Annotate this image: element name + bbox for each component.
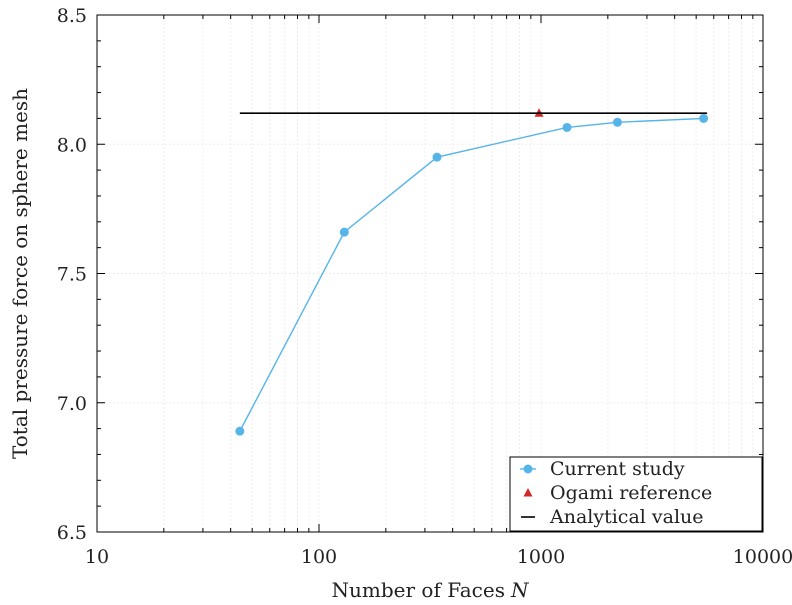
y-tick-label: 6.5: [57, 522, 87, 544]
series-point-0: [612, 117, 622, 127]
series-line-0: [239, 117, 704, 432]
x-tick-label: 1000: [517, 546, 565, 568]
legend-entry-label: Analytical value: [549, 506, 704, 528]
legend-entry-label: Ogami reference: [550, 482, 712, 504]
x-tick-label: 100: [301, 546, 337, 568]
x-tick-label: 10: [85, 546, 109, 568]
series-point-0: [432, 152, 442, 162]
y-tick-label: 7.5: [57, 264, 87, 286]
y-axis-label: Total pressure force on sphere mesh: [8, 88, 32, 459]
x-tick-label: 10000: [733, 546, 792, 568]
grid-layer: [96, 14, 764, 533]
x-axis-label-var: N: [510, 578, 530, 602]
y-tick-label: 7.0: [57, 393, 87, 415]
y-tick-label: 8.0: [57, 134, 87, 156]
series-point-0: [339, 227, 349, 237]
series-point-0: [562, 122, 572, 132]
legend-swatch-marker: [523, 488, 533, 497]
legend-swatch-marker: [523, 464, 533, 474]
y-tick-label: 8.5: [57, 5, 87, 27]
legend-entry-label: Current study: [550, 458, 685, 480]
series-point-0: [235, 426, 245, 436]
series-layer: [235, 108, 709, 436]
legend-box: [509, 456, 763, 532]
series-point-0: [699, 113, 709, 123]
tick-layer: 10 100 1000 10000 6.5 7.0 7.5 8.0 8.5: [57, 5, 792, 568]
x-axis-label: Number of Faces N: [332, 578, 530, 602]
x-axis-label-text: Number of Faces: [332, 578, 505, 602]
